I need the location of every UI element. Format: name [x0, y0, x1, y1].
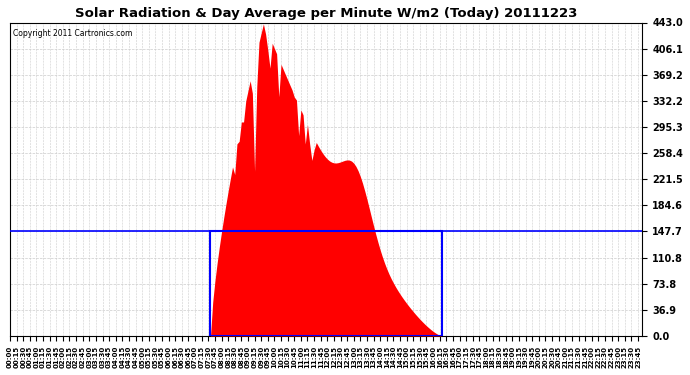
- Title: Solar Radiation & Day Average per Minute W/m2 (Today) 20111223: Solar Radiation & Day Average per Minute…: [75, 7, 578, 20]
- Text: Copyright 2011 Cartronics.com: Copyright 2011 Cartronics.com: [13, 29, 132, 38]
- Bar: [210, 231, 442, 336]
